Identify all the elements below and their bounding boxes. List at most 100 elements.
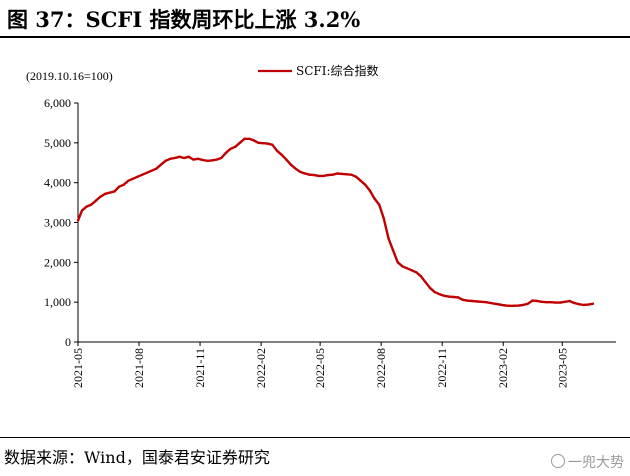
data-point: [498, 303, 502, 306]
data-point: [466, 299, 469, 302]
data-point: [549, 300, 553, 304]
data-point: [517, 304, 520, 307]
data-point: [577, 302, 581, 306]
data-point: [145, 171, 149, 174]
data-point: [359, 179, 362, 182]
y-tick-labels: 0 1,000 2,000 3,000 4,000 5,000 6,000: [44, 96, 71, 349]
data-point: [419, 275, 423, 278]
data-point: [340, 172, 344, 176]
data-point: [480, 300, 483, 303]
data-point: [224, 151, 228, 154]
watermark-text: 一兜大势: [568, 455, 624, 471]
title-rule: [0, 36, 630, 38]
page-title: 图 37：SCFI 指数周环比上涨 3.2%: [7, 7, 361, 32]
data-point: [484, 300, 488, 304]
data-point: [173, 156, 177, 160]
data-point: [373, 197, 376, 200]
data-point: [521, 303, 525, 307]
x-tick-label: 2022-11: [435, 348, 449, 388]
y-tick-label: 0: [65, 335, 71, 349]
data-point: [331, 173, 334, 176]
x-tick-label: 2023-05: [555, 348, 569, 388]
data-point: [206, 159, 209, 162]
data-point: [461, 298, 464, 301]
x-tick-label: 2022-05: [313, 348, 327, 388]
data-point: [447, 295, 451, 298]
y-tick-label: 1,000: [44, 295, 71, 309]
data-point: [424, 281, 427, 284]
data-point: [155, 167, 158, 170]
data-point: [568, 299, 571, 303]
data-point: [433, 291, 437, 294]
data-point: [354, 175, 358, 178]
data-point: [178, 155, 181, 158]
data-point: [247, 137, 251, 141]
x-tick-labels: 2021-05 2021-08 2021-11 2022-02 2022-05 2022-…: [71, 348, 569, 388]
data-point: [261, 142, 265, 145]
data-point: [182, 156, 186, 160]
data-point: [201, 158, 204, 162]
data-point: [475, 300, 478, 303]
data-point: [131, 177, 135, 180]
data-point: [266, 142, 269, 145]
data-point: [117, 185, 121, 188]
data-point: [150, 169, 153, 172]
data-point: [531, 299, 534, 302]
data-point: [442, 294, 446, 297]
x-tick-label: 2021-08: [132, 348, 146, 388]
y-tick-label: 4,000: [44, 176, 71, 190]
data-point: [85, 205, 88, 208]
footer-rule: [0, 437, 630, 438]
data-point: [438, 293, 441, 296]
data-point: [271, 143, 274, 147]
data-point: [586, 303, 590, 306]
watermark: 一兜大势: [551, 452, 624, 472]
data-point: [303, 172, 307, 175]
data-point: [387, 237, 390, 240]
source-note: 数据来源：Wind，国泰君安证券研究: [4, 448, 270, 467]
data-point: [326, 173, 330, 177]
data-point: [196, 157, 200, 160]
data-point: [396, 261, 399, 264]
data-point: [294, 167, 297, 170]
data-point: [545, 300, 548, 304]
y-tick-label: 5,000: [44, 136, 71, 150]
data-point: [94, 199, 98, 202]
data-point: [243, 137, 246, 141]
unit-note: (2019.10.16=100): [26, 69, 113, 83]
x-tick-label: 2023-02: [496, 348, 510, 388]
data-point: [141, 173, 144, 176]
data-point: [489, 301, 492, 305]
data-point: [563, 300, 567, 303]
y-tick-label: 3,000: [44, 216, 71, 230]
data-point: [169, 157, 172, 160]
data-point: [220, 156, 223, 160]
data-point: [582, 303, 585, 307]
data-point: [503, 304, 506, 307]
data-point: [559, 301, 562, 304]
plot-area: [76, 137, 594, 307]
data-point: [382, 217, 386, 220]
data-point: [285, 158, 288, 161]
data-point: [336, 172, 339, 175]
data-point: [215, 158, 218, 161]
data-point: [535, 299, 539, 303]
data-point: [159, 163, 163, 166]
data-point: [364, 183, 367, 186]
data-point: [76, 219, 80, 222]
data-point: [540, 300, 543, 303]
x-tick-label: 2021-05: [71, 348, 85, 388]
data-point: [526, 302, 529, 305]
data-point: [113, 190, 116, 193]
data-point: [512, 304, 516, 307]
series-line: [76, 137, 594, 307]
data-point: [99, 195, 102, 198]
data-point: [391, 249, 395, 252]
data-point: [80, 209, 84, 212]
data-point: [317, 174, 321, 178]
data-point: [429, 287, 432, 290]
data-point: [122, 183, 125, 186]
data-point: [494, 302, 497, 305]
watermark-icon: [551, 454, 565, 468]
